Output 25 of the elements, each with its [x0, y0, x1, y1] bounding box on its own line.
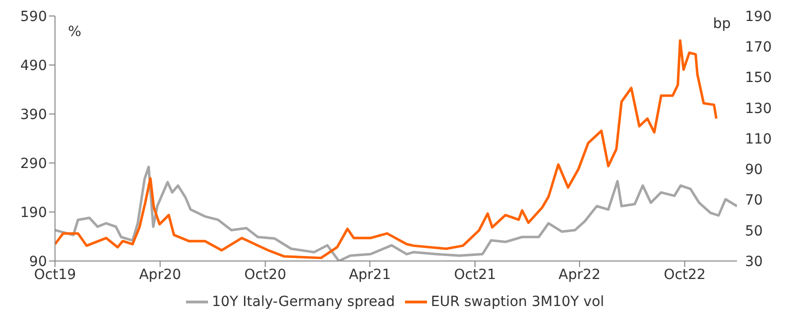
x-tick-label: Oct20 — [244, 266, 286, 283]
y2-tick-label: 50 — [745, 223, 763, 240]
x-tick-label: Apr20 — [139, 266, 182, 283]
y2-tick-label: 30 — [745, 254, 763, 270]
y-tick-label: 590 — [20, 8, 47, 25]
x-tick-label: Apr22 — [558, 266, 601, 283]
y-tick-label: 290 — [20, 156, 47, 172]
y2-tick-label: 90 — [745, 162, 763, 178]
x-tick-label: Oct22 — [664, 266, 706, 283]
y2-tick-label: 70 — [745, 192, 763, 209]
x-tick-label: Apr21 — [348, 266, 391, 283]
legend-label: EUR swaption 3M10Y vol — [430, 294, 604, 310]
y-tick-label: 190 — [20, 204, 47, 221]
y2-tick-label: 130 — [745, 100, 772, 117]
y2-tick-label: 150 — [745, 70, 772, 86]
line-series — [55, 39, 718, 260]
legend-label: 10Y Italy-Germany spread — [212, 294, 395, 310]
y-tick-label: 490 — [20, 58, 47, 74]
x-tick-label: Oct21 — [454, 266, 496, 283]
y2-tick-label: 110 — [745, 131, 772, 148]
y-tick-label: 390 — [20, 106, 47, 123]
y2-tick-label: 190 — [745, 8, 772, 25]
y2-tick-label: 170 — [745, 40, 772, 56]
y2-axis-title: bp — [713, 16, 731, 32]
y-axis-title: % — [68, 24, 82, 40]
